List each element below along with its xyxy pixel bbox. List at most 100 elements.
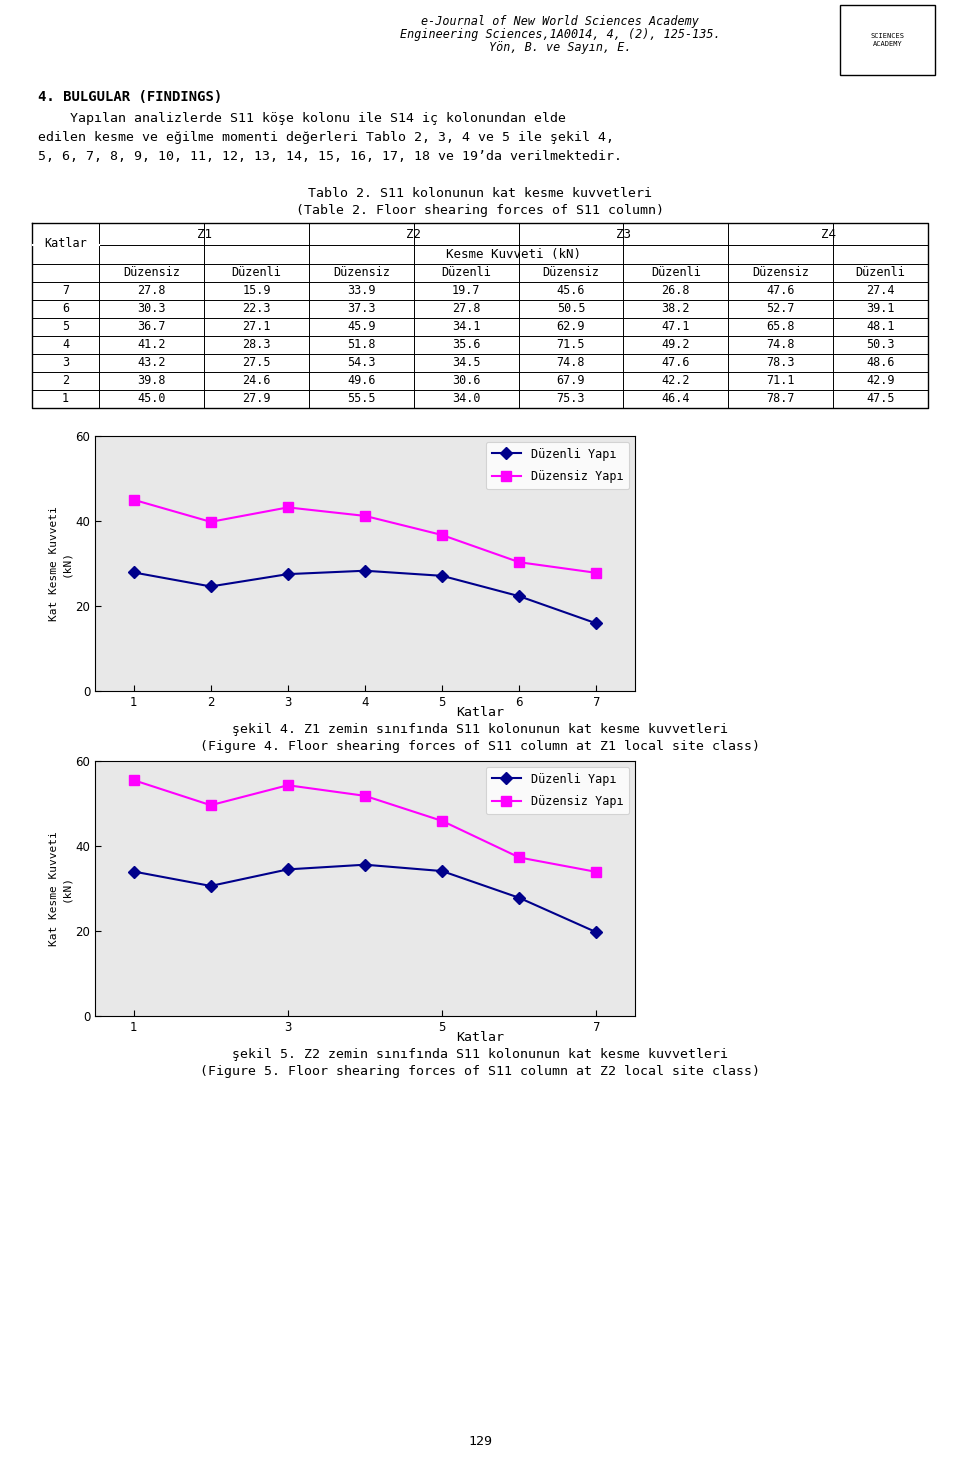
Text: Düzensiz: Düzensiz bbox=[333, 267, 390, 280]
Text: 1: 1 bbox=[62, 392, 69, 405]
Text: 41.2: 41.2 bbox=[137, 338, 166, 351]
Line: Düzenli Yapı: Düzenli Yapı bbox=[130, 567, 601, 628]
Düzensiz Yapı bbox=[128, 771, 139, 788]
Text: 33.9: 33.9 bbox=[347, 284, 375, 297]
Text: 4. BULGULAR (FINDINGS): 4. BULGULAR (FINDINGS) bbox=[38, 90, 223, 103]
Text: Katlar: Katlar bbox=[44, 237, 87, 251]
Düzensiz Yapı bbox=[282, 498, 294, 516]
Text: 30.6: 30.6 bbox=[452, 374, 480, 388]
Text: 50.3: 50.3 bbox=[866, 338, 895, 351]
Text: 7: 7 bbox=[62, 284, 69, 297]
Text: 34.0: 34.0 bbox=[452, 392, 480, 405]
Text: edilen kesme ve eğilme momenti değerleri Tablo 2, 3, 4 ve 5 ile şekil 4,: edilen kesme ve eğilme momenti değerleri… bbox=[38, 131, 614, 144]
Düzensiz Yapı bbox=[282, 777, 294, 794]
Text: 3: 3 bbox=[62, 357, 69, 370]
Text: şekil 5. Z2 zemin sınıfında S11 kolonunun kat kesme kuvvetleri: şekil 5. Z2 zemin sınıfında S11 kolonunu… bbox=[232, 1048, 728, 1061]
Text: 27.4: 27.4 bbox=[866, 284, 895, 297]
Text: Düzensiz: Düzensiz bbox=[542, 267, 599, 280]
Text: 47.1: 47.1 bbox=[661, 321, 690, 334]
Text: Düzensiz: Düzensiz bbox=[752, 267, 809, 280]
Text: Z2: Z2 bbox=[406, 227, 421, 240]
Text: 39.8: 39.8 bbox=[137, 374, 166, 388]
Düzensiz Yapı bbox=[437, 812, 448, 829]
Text: 78.7: 78.7 bbox=[766, 392, 795, 405]
Text: 30.3: 30.3 bbox=[137, 303, 166, 316]
Düzenli Yapı bbox=[437, 863, 448, 880]
Text: 19.7: 19.7 bbox=[452, 284, 480, 297]
Text: 75.3: 75.3 bbox=[557, 392, 586, 405]
Text: 4: 4 bbox=[62, 338, 69, 351]
Düzenli Yapı bbox=[204, 877, 216, 895]
Düzensiz Yapı bbox=[437, 526, 448, 543]
Text: 49.2: 49.2 bbox=[661, 338, 690, 351]
Text: 62.9: 62.9 bbox=[557, 321, 586, 334]
Düzenli Yapı bbox=[590, 924, 602, 941]
Text: 74.8: 74.8 bbox=[766, 338, 795, 351]
Bar bbox=[840, 4, 935, 74]
Text: 5, 6, 7, 8, 9, 10, 11, 12, 13, 14, 15, 16, 17, 18 ve 19’da verilmektedir.: 5, 6, 7, 8, 9, 10, 11, 12, 13, 14, 15, 1… bbox=[38, 150, 622, 163]
Text: Z4: Z4 bbox=[821, 227, 835, 240]
Düzenli Yapı bbox=[437, 567, 448, 584]
Text: (Figure 4. Floor shearing forces of S11 column at Z1 local site class): (Figure 4. Floor shearing forces of S11 … bbox=[200, 740, 760, 753]
Text: Düzenli: Düzenli bbox=[651, 267, 701, 280]
Text: 37.3: 37.3 bbox=[347, 303, 375, 316]
Text: Z3: Z3 bbox=[616, 227, 631, 240]
Text: 36.7: 36.7 bbox=[137, 321, 166, 334]
Line: Düzenli Yapı: Düzenli Yapı bbox=[130, 861, 601, 937]
Text: 2: 2 bbox=[62, 374, 69, 388]
Text: 26.8: 26.8 bbox=[661, 284, 690, 297]
Text: şekil 4. Z1 zemin sınıfında S11 kolonunun kat kesme kuvvetleri: şekil 4. Z1 zemin sınıfında S11 kolonunu… bbox=[232, 723, 728, 736]
Düzenli Yapı bbox=[514, 587, 525, 605]
Text: 42.9: 42.9 bbox=[866, 374, 895, 388]
Y-axis label: Kat Kesme Kuvveti
(kN): Kat Kesme Kuvveti (kN) bbox=[50, 506, 71, 621]
Legend: Düzenli Yapı, Düzensiz Yapı: Düzenli Yapı, Düzensiz Yapı bbox=[486, 766, 629, 814]
Text: 38.2: 38.2 bbox=[661, 303, 690, 316]
Text: 71.1: 71.1 bbox=[766, 374, 795, 388]
Düzenli Yapı bbox=[204, 578, 216, 596]
Text: 52.7: 52.7 bbox=[766, 303, 795, 316]
Text: 34.5: 34.5 bbox=[452, 357, 480, 370]
Düzensiz Yapı bbox=[590, 863, 602, 880]
Text: 45.0: 45.0 bbox=[137, 392, 166, 405]
Text: 46.4: 46.4 bbox=[661, 392, 690, 405]
Text: Z1: Z1 bbox=[197, 227, 211, 240]
Text: 43.2: 43.2 bbox=[137, 357, 166, 370]
Text: 78.3: 78.3 bbox=[766, 357, 795, 370]
Düzenli Yapı bbox=[128, 863, 139, 880]
Text: 15.9: 15.9 bbox=[242, 284, 271, 297]
Düzensiz Yapı bbox=[204, 513, 216, 530]
Text: Engineering Sciences,1A0014, 4, (2), 125-135.: Engineering Sciences,1A0014, 4, (2), 125… bbox=[399, 28, 720, 41]
Düzensiz Yapı bbox=[128, 491, 139, 508]
Düzensiz Yapı bbox=[514, 554, 525, 571]
Text: 54.3: 54.3 bbox=[347, 357, 375, 370]
Text: 27.8: 27.8 bbox=[452, 303, 480, 316]
Text: 48.6: 48.6 bbox=[866, 357, 895, 370]
Text: 22.3: 22.3 bbox=[242, 303, 271, 316]
Text: 48.1: 48.1 bbox=[866, 321, 895, 334]
Text: Katlar: Katlar bbox=[456, 1032, 504, 1045]
Text: 27.1: 27.1 bbox=[242, 321, 271, 334]
Düzensiz Yapı bbox=[514, 849, 525, 867]
Text: SCIENCES
ACADEMY: SCIENCES ACADEMY bbox=[871, 34, 904, 47]
Düzensiz Yapı bbox=[590, 564, 602, 581]
Text: 55.5: 55.5 bbox=[347, 392, 375, 405]
Düzenli Yapı bbox=[282, 565, 294, 583]
Düzenli Yapı bbox=[590, 615, 602, 632]
Düzenli Yapı bbox=[514, 889, 525, 906]
Text: 5: 5 bbox=[62, 321, 69, 334]
Text: 49.6: 49.6 bbox=[347, 374, 375, 388]
Y-axis label: Kat Kesme Kuvveti
(kN): Kat Kesme Kuvveti (kN) bbox=[50, 830, 71, 946]
Text: (Figure 5. Floor shearing forces of S11 column at Z2 local site class): (Figure 5. Floor shearing forces of S11 … bbox=[200, 1065, 760, 1078]
Text: 27.9: 27.9 bbox=[242, 392, 271, 405]
Düzensiz Yapı bbox=[204, 797, 216, 814]
Text: Tablo 2. S11 kolonunun kat kesme kuvvetleri: Tablo 2. S11 kolonunun kat kesme kuvvetl… bbox=[308, 186, 652, 200]
Text: e-Journal of New World Sciences Academy: e-Journal of New World Sciences Academy bbox=[421, 15, 699, 28]
Düzensiz Yapı bbox=[359, 787, 371, 804]
Text: Kesme Kuvveti (kN): Kesme Kuvveti (kN) bbox=[446, 248, 581, 261]
Text: 27.8: 27.8 bbox=[137, 284, 166, 297]
Text: 47.6: 47.6 bbox=[766, 284, 795, 297]
Text: Yapılan analizlerde S11 köşe kolonu ile S14 iç kolonundan elde: Yapılan analizlerde S11 köşe kolonu ile … bbox=[38, 112, 566, 125]
Line: Düzensiz Yapı: Düzensiz Yapı bbox=[129, 775, 601, 877]
Text: Yön, B. ve Sayın, E.: Yön, B. ve Sayın, E. bbox=[489, 41, 632, 54]
Düzensiz Yapı bbox=[359, 507, 371, 525]
